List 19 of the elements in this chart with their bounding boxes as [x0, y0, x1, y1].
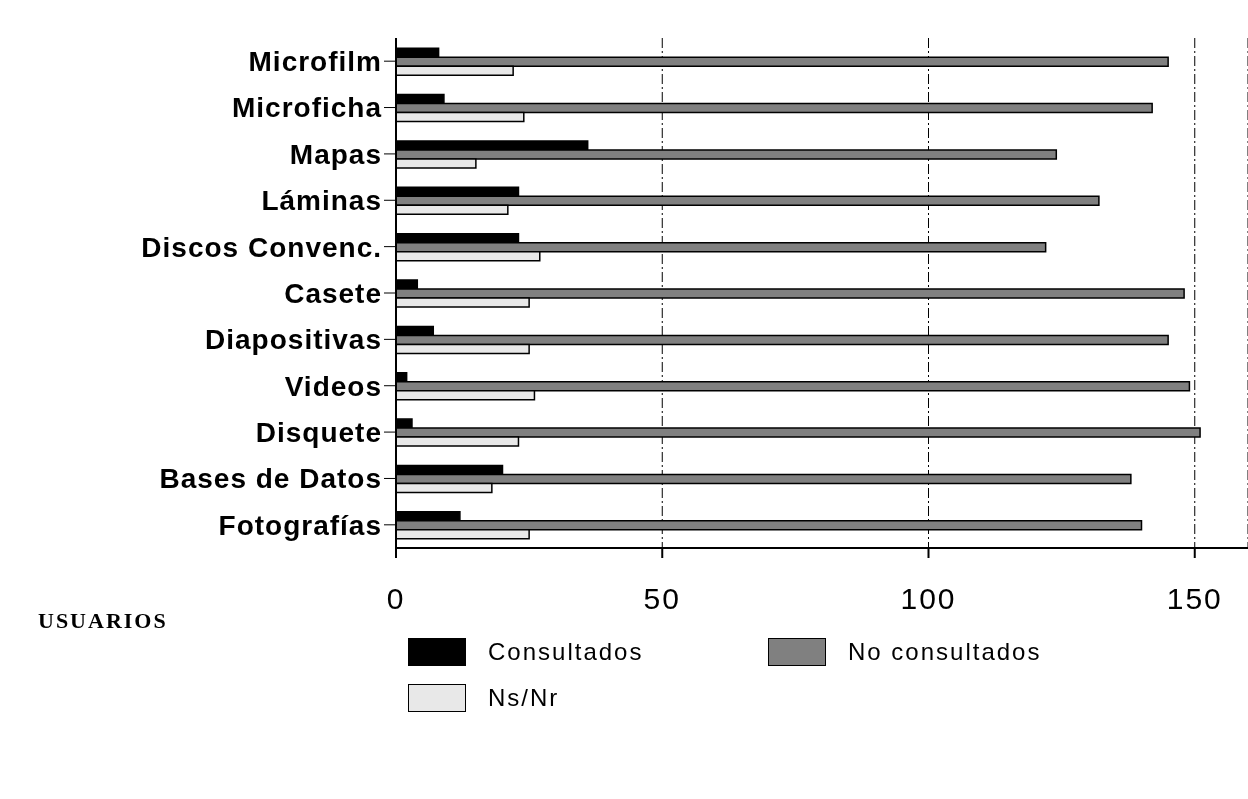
y-tick-label: Mapas — [289, 138, 382, 170]
x-tick-label: 0 — [386, 582, 406, 616]
x-tick-label: 50 — [643, 582, 681, 616]
y-tick-label: Diapositivas — [205, 324, 382, 356]
y-tick-label: Disquete — [255, 417, 382, 449]
y-tick-label: Láminas — [261, 185, 382, 217]
x-axis-title: USUARIOS — [38, 608, 168, 634]
y-tick-label: Discos Convenc. — [141, 231, 382, 263]
y-tick-label: Fotografías — [218, 509, 382, 541]
y-tick-label: Microficha — [231, 92, 382, 124]
x-tick-label: 150 — [1166, 582, 1223, 616]
legend-label: No consultados — [848, 638, 1042, 666]
x-tick-label: 100 — [900, 582, 957, 616]
y-tick-label: Videos — [284, 370, 382, 402]
y-tick-label: Bases de Datos — [159, 463, 382, 495]
legend-label: Consultados — [488, 638, 644, 666]
y-tick-label: Microfilm — [248, 46, 382, 78]
legend-label: Ns/Nr — [488, 684, 560, 712]
y-tick-label: Casete — [284, 277, 382, 309]
